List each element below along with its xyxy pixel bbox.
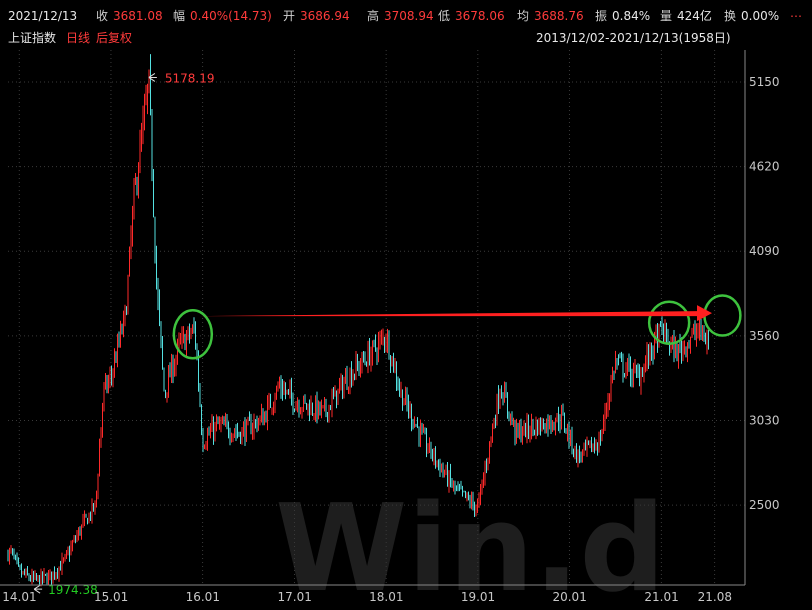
x-tick-label: 21.08 [698,590,732,604]
x-tick-label: 15.01 [94,590,128,604]
quote-header: 2021/12/13 收 3681.08 幅 0.40%(14.73) 开 36… [0,0,812,32]
avg-value: 3688.76 [534,9,584,23]
open-value: 3686.94 [300,9,350,23]
x-tick-label: 19.01 [461,590,495,604]
close-label: 收 [96,9,109,23]
y-axis: 5150 4620 4090 3560 3030 2500 [744,50,780,585]
volume-value: 424亿 [677,9,712,23]
amplitude-label: 振 [595,9,608,23]
high-label: 高 [367,9,380,23]
low-pointer [33,584,43,594]
x-tick-label: 14.01 [2,590,36,604]
highlight-circle-2021b [703,294,742,337]
x-tick-label: 17.01 [278,590,312,604]
y-tick-label: 2500 [749,498,780,512]
adjust-mode[interactable]: 后复权 [96,31,133,45]
turnover-label: 换 [724,9,737,23]
chart-subheader: 上证指数 日线 后复权 2013/12/02-2021/12/13(1958日) [0,28,812,48]
high-value: 3708.94 [384,9,434,23]
y-tick-label: 3030 [749,414,780,428]
high-pointer [148,73,157,82]
close-value: 3681.08 [113,9,163,23]
highlight-circle-2021a [647,300,691,345]
avg-label: 均 [517,9,530,23]
x-axis: 14.01 15.01 16.01 17.01 18.01 19.01 20.01 21.01… [0,584,745,604]
y-tick-label: 3560 [749,329,780,343]
high-annotation: 5178.19 [165,71,215,85]
x-tick-label: 20.01 [552,590,586,604]
y-tick-label: 5150 [749,75,780,89]
x-tick-label: 21.01 [644,590,678,604]
grid-lines [8,50,745,585]
low-label: 低 [438,9,451,23]
x-tick-label: 18.01 [369,590,403,604]
amplitude-value: 0.84% [612,9,651,23]
volume-label: 量 [660,9,673,23]
quote-date: 2021/12/13 [8,9,78,23]
y-tick-label: 4090 [749,244,780,258]
change-label: 幅 [173,9,186,23]
change-value: 0.40%(14.73) [190,9,272,23]
candle-series [7,54,709,587]
more-icon[interactable]: ⋯ [790,9,802,23]
low-annotation: 1974.38 [48,583,98,597]
low-value: 3678.06 [455,9,505,23]
annotations: 5178.19 1974.38 [33,71,742,597]
turnover-value: 0.00% [741,9,780,23]
period-tab[interactable]: 日线 [66,31,91,45]
open-label: 开 [283,9,296,23]
index-name: 上证指数 [8,31,57,45]
trend-arrow [198,305,712,322]
y-tick-label: 4620 [749,160,780,174]
date-range: 2013/12/02-2021/12/13(1958日) [536,31,731,45]
highlight-circle-2015 [172,309,214,360]
x-tick-label: 16.01 [186,590,220,604]
